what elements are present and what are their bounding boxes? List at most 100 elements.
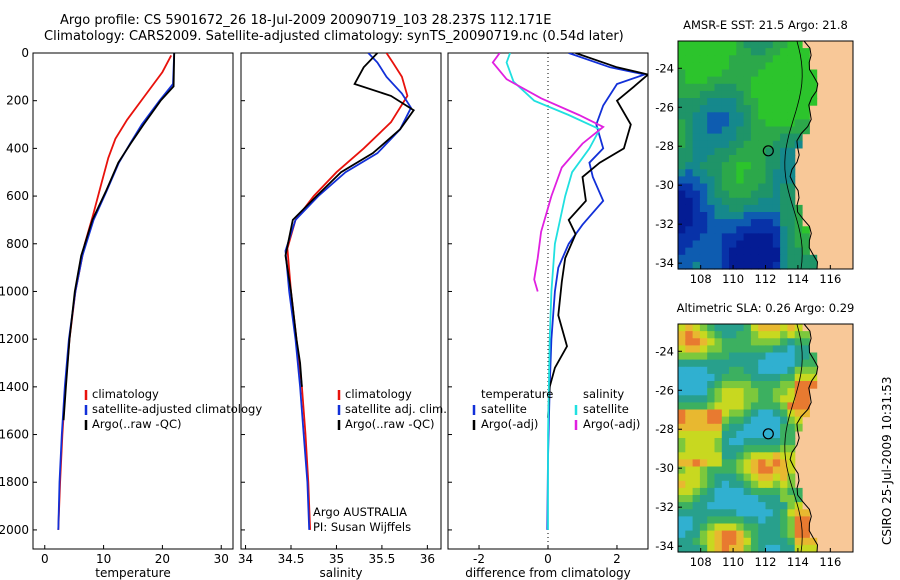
map-cell <box>736 480 745 489</box>
map-cell <box>750 261 759 270</box>
map-cell <box>765 204 774 213</box>
map-cell <box>714 69 723 78</box>
map-cell <box>721 62 730 71</box>
map-cell <box>714 359 723 368</box>
map-cell <box>699 48 708 56</box>
map-cell <box>678 119 686 128</box>
map-cell <box>692 62 701 71</box>
platform-annotation: PI: Susan Wijffels <box>313 520 411 534</box>
map-cell <box>758 466 767 475</box>
map-cell <box>685 83 694 92</box>
map-cell <box>736 190 745 199</box>
map-cell <box>794 69 803 78</box>
map-cell <box>780 523 788 532</box>
map-cell <box>685 226 694 234</box>
map-cell <box>714 530 723 539</box>
map-cell <box>765 438 774 446</box>
map-cell <box>678 48 686 56</box>
difference-series-line-1 <box>547 53 648 418</box>
map-cell <box>765 254 774 263</box>
map-cell <box>714 126 723 135</box>
map-cell <box>729 197 737 206</box>
map-cell <box>750 495 759 503</box>
map-cell <box>787 487 796 496</box>
map-cell <box>787 516 796 525</box>
map-cell <box>765 452 774 460</box>
map-cell <box>758 48 767 56</box>
map-cell <box>729 240 737 249</box>
salinity-legend-label: satellite adj. clim. <box>345 402 447 416</box>
map-cell <box>743 105 752 113</box>
map-cell <box>743 98 752 106</box>
map-cell <box>765 240 774 249</box>
map-cell <box>729 247 737 256</box>
map-cell <box>692 183 701 192</box>
map-cell <box>736 509 745 517</box>
map-cell <box>787 423 796 432</box>
map-cell <box>729 176 737 185</box>
map-cell <box>692 516 701 525</box>
map-cell <box>678 438 686 446</box>
map-cell <box>707 402 716 411</box>
map-cell <box>721 544 730 553</box>
map-cell <box>780 197 788 206</box>
map-cell <box>721 261 730 270</box>
map-cell <box>692 416 701 425</box>
map-cell <box>765 133 774 142</box>
difference-xtick-label: -2 <box>473 552 485 566</box>
map-cell <box>787 395 796 403</box>
map-cell <box>699 495 708 503</box>
map-cell <box>772 516 781 525</box>
map-cell <box>714 423 723 432</box>
map-cell <box>714 240 723 249</box>
map-cell <box>802 509 810 517</box>
map-cell <box>729 76 737 85</box>
map-cell <box>758 487 767 496</box>
map-cell <box>699 373 708 382</box>
map-cell <box>678 338 686 346</box>
map-cell <box>758 445 767 453</box>
map-cell <box>750 423 759 432</box>
map-cell <box>685 247 694 256</box>
map-cell <box>743 530 752 539</box>
map-cell <box>750 331 759 339</box>
map-cell <box>794 338 803 346</box>
salinity-xtick-label: 35 <box>329 552 344 566</box>
map-cell <box>780 324 788 332</box>
map-cell <box>787 147 796 156</box>
argo-position-marker <box>762 428 774 440</box>
map-cell <box>729 359 737 368</box>
map-cell <box>750 409 759 418</box>
salinity-xlabel: salinity <box>319 566 362 580</box>
map-cell <box>721 459 730 468</box>
map-cell <box>699 466 708 475</box>
map-cell <box>758 373 767 382</box>
map-cell <box>707 409 716 418</box>
map-cell <box>736 366 745 375</box>
map-cell <box>743 90 752 99</box>
map-cell <box>736 69 745 78</box>
map-cell <box>736 126 745 135</box>
map-cell <box>692 352 701 361</box>
map-cell <box>692 176 701 185</box>
map-cell <box>743 366 752 375</box>
map-cell <box>750 395 759 403</box>
map-lon-label: 110 <box>722 555 744 569</box>
map-cell <box>685 90 694 99</box>
map-cell <box>758 226 767 234</box>
map-cell <box>772 190 781 199</box>
map-cell <box>780 495 788 503</box>
map-cell <box>699 119 708 128</box>
map-cell <box>736 240 745 249</box>
map-cell <box>787 388 796 396</box>
map-cell <box>787 226 796 234</box>
map-cell <box>736 423 745 432</box>
map-cell <box>707 338 716 346</box>
map-cell <box>780 105 788 113</box>
map-cell <box>794 112 803 120</box>
map-title: AMSR-E SST: 21.5 Argo: 21.8 <box>683 18 848 32</box>
difference-xtick-label: 0 <box>544 552 552 566</box>
map-cell <box>714 119 723 128</box>
map-cell <box>721 359 730 368</box>
map-cell <box>802 523 810 532</box>
